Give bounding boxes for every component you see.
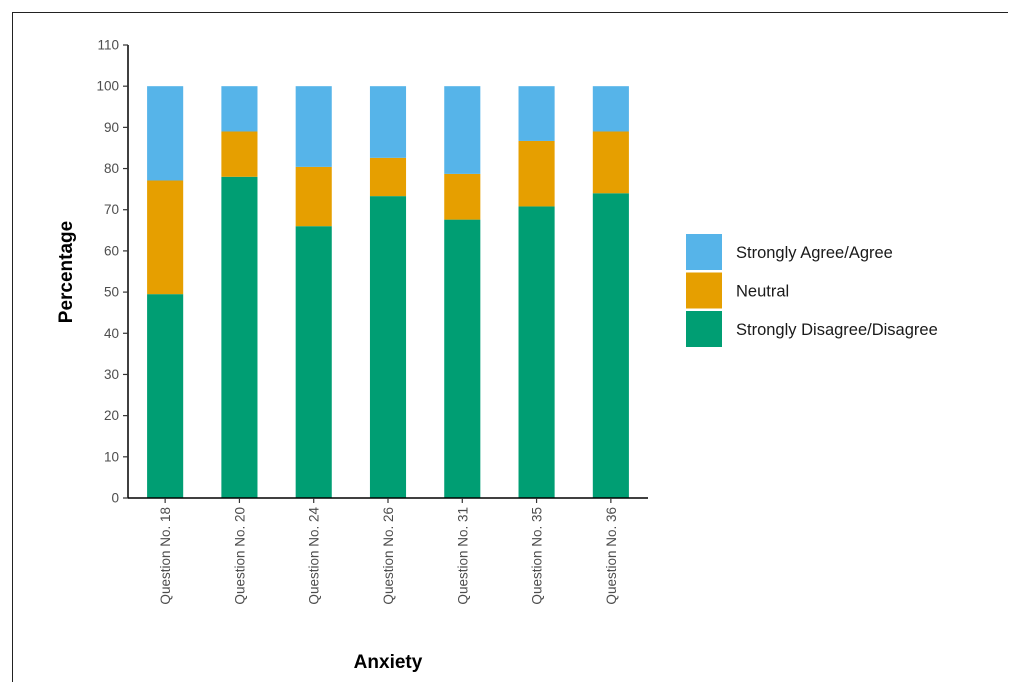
bar-segment	[147, 294, 184, 498]
bar-segment	[369, 196, 407, 498]
bar-segment	[369, 157, 407, 197]
bar-segment	[592, 131, 629, 194]
y-tick-label: 0	[111, 491, 119, 506]
bar-segment	[147, 86, 184, 181]
bar-segment	[518, 140, 555, 207]
figure-frame	[12, 12, 1008, 682]
bar-segment	[221, 176, 258, 499]
y-tick-label: 70	[104, 202, 119, 217]
x-axis: Question No. 18 Question No. 20 Question N…	[128, 497, 648, 605]
y-axis: 0 10 20 30 40 50 60 70 80 90 100 110	[96, 38, 129, 506]
bar-segment	[444, 86, 481, 174]
y-tick-label: 20	[104, 408, 119, 423]
x-tick-label: Question No. 24	[307, 507, 322, 605]
bar-segment	[444, 173, 481, 220]
y-tick-label: 90	[104, 120, 119, 135]
x-tick-label: Question No. 20	[232, 507, 247, 605]
bar-segment	[518, 206, 555, 498]
bar-segment	[147, 180, 184, 295]
y-tick-label: 30	[104, 367, 119, 382]
x-tick-label: Question No. 36	[604, 507, 619, 605]
x-tick-label: Question No. 18	[158, 507, 173, 605]
bar-segment	[221, 86, 258, 132]
y-axis-title: Percentage	[56, 221, 77, 323]
bar-segment	[295, 166, 332, 227]
legend-label: Strongly Disagree/Disagree	[736, 321, 938, 339]
bar-segment	[295, 226, 332, 498]
y-tick-label: 50	[104, 285, 119, 300]
y-tick-label: 110	[97, 38, 119, 53]
bar-segment	[518, 86, 555, 141]
x-tick-label: Question No. 26	[381, 507, 396, 605]
legend-label: Strongly Agree/Agree	[736, 244, 893, 262]
legend-label: Neutral	[736, 283, 789, 301]
y-tick-label: 60	[104, 243, 119, 258]
bar-segment	[592, 193, 629, 498]
bars-group	[147, 86, 629, 499]
bar-segment	[221, 131, 258, 177]
y-tick-label: 40	[104, 326, 119, 341]
bar-segment	[444, 219, 481, 499]
legend-key	[686, 234, 722, 270]
y-tick-label: 10	[104, 449, 119, 464]
legend-key	[686, 311, 722, 347]
x-axis-title: Anxiety	[354, 652, 423, 673]
bar-segment	[592, 86, 629, 132]
y-tick-label: 80	[104, 161, 119, 176]
bar-segment	[295, 86, 332, 167]
bar-segment	[369, 86, 407, 158]
legend: Strongly Agree/Agree Neutral Strongly Disa…	[686, 234, 938, 347]
legend-key	[686, 272, 722, 309]
x-tick-label: Question No. 31	[455, 507, 470, 605]
x-tick-label: Question No. 35	[530, 507, 545, 605]
y-tick-label: 100	[96, 79, 119, 94]
